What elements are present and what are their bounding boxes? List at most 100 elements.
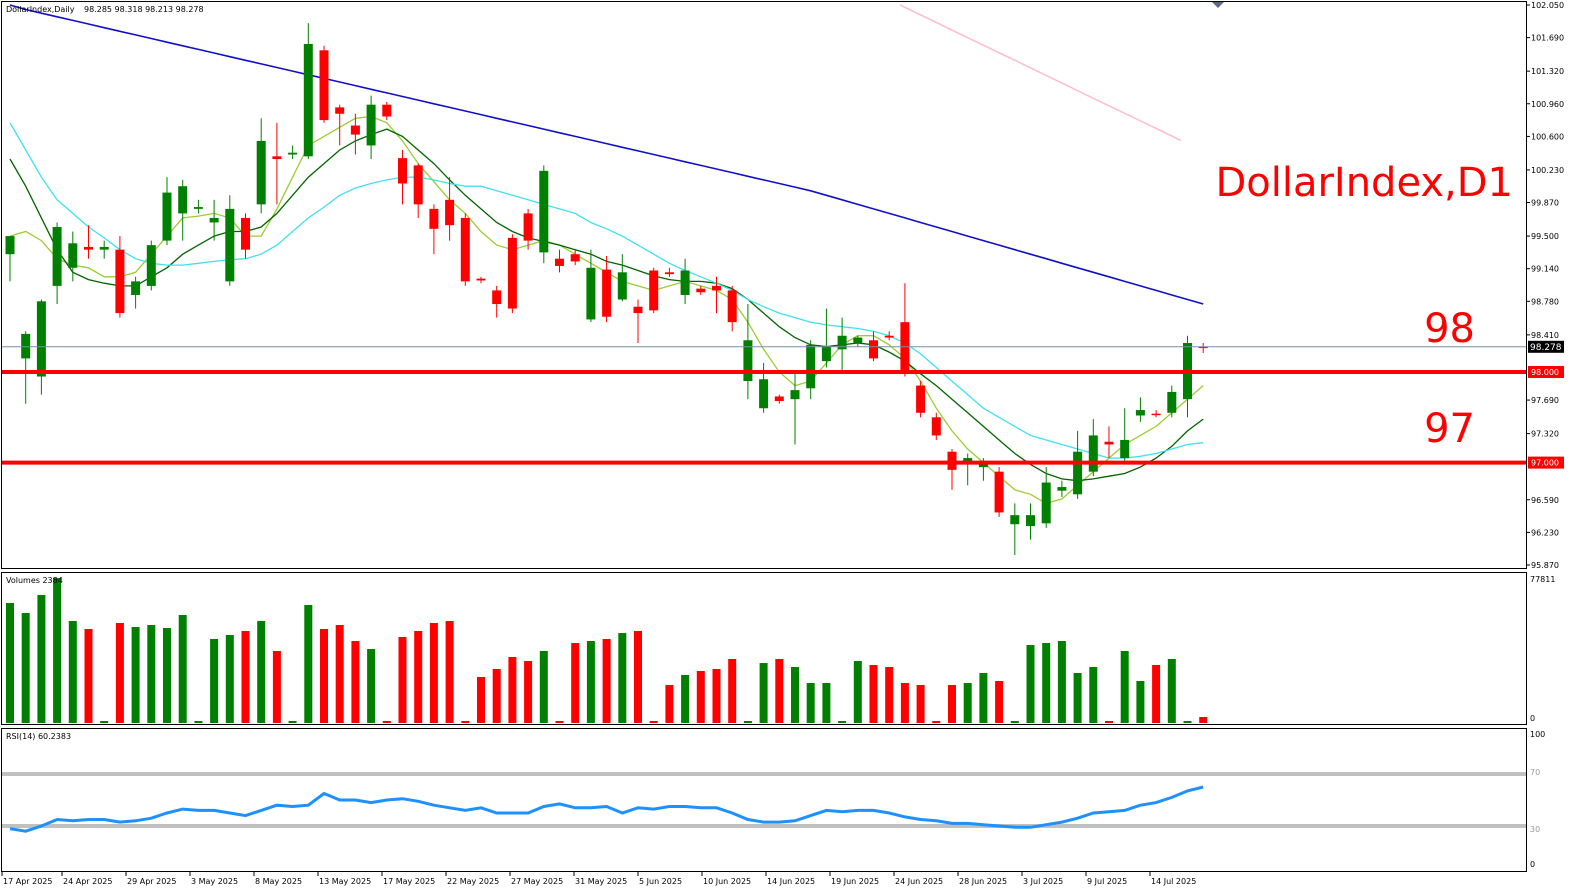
rsi-line xyxy=(9,785,1204,833)
rsi-panel-frame xyxy=(1,728,1527,872)
volume-bar xyxy=(367,649,376,723)
candle-body xyxy=(555,258,564,266)
horizontal-levels[interactable]: 98.000 97.000 xyxy=(2,365,1564,469)
candle xyxy=(382,101,392,121)
candle xyxy=(413,163,423,218)
candle xyxy=(288,145,298,160)
candle xyxy=(916,381,926,418)
volume-bar xyxy=(822,683,831,723)
chart-watermark: DollarIndex,D1 xyxy=(1215,160,1513,206)
ma-cyan-line xyxy=(9,122,1204,459)
date-tick-label: 22 May 2025 xyxy=(447,877,499,886)
candle xyxy=(193,199,203,214)
ma-blue-line xyxy=(9,4,1204,305)
date-tick-label: 5 Jun 2025 xyxy=(639,877,682,886)
candle-body xyxy=(680,270,690,295)
volume-bar xyxy=(178,615,187,723)
volume-bar xyxy=(916,685,925,723)
volume-bar xyxy=(649,721,658,723)
volume-bar xyxy=(555,721,564,723)
candle xyxy=(256,118,266,214)
rsi-tick-100: 100 xyxy=(1530,730,1545,739)
candle xyxy=(1151,410,1161,418)
candle-body xyxy=(759,379,769,409)
date-tick-label: 14 Jul 2025 xyxy=(1151,877,1196,886)
candle xyxy=(790,371,800,445)
candle xyxy=(162,177,172,246)
volume-bar xyxy=(1167,659,1176,723)
candle-body xyxy=(178,186,188,214)
candle-body xyxy=(1167,391,1177,413)
volume-bar xyxy=(791,667,799,723)
candle xyxy=(931,412,941,440)
candle-body xyxy=(1010,515,1020,525)
candle-body xyxy=(492,290,502,305)
candle xyxy=(99,240,109,259)
candle-body xyxy=(853,337,863,343)
candle xyxy=(429,204,439,255)
volume-bar xyxy=(508,657,517,723)
candle xyxy=(602,256,612,323)
volume-bar xyxy=(210,639,219,723)
volume-bar xyxy=(948,685,956,723)
candle-body xyxy=(570,254,580,262)
candle xyxy=(1010,503,1020,556)
candle-body xyxy=(1041,482,1051,524)
date-tick-label: 29 Apr 2025 xyxy=(127,877,176,886)
scroll-marker-icon[interactable] xyxy=(1212,2,1224,8)
candle-body xyxy=(916,385,926,413)
candle xyxy=(209,199,219,241)
candle xyxy=(1198,342,1208,353)
volume-bar xyxy=(351,641,360,723)
date-tick-label: 17 May 2025 xyxy=(383,877,435,886)
price-tick-label: 97.690 xyxy=(1531,396,1559,405)
rsi-plot xyxy=(2,772,1526,833)
candle-body xyxy=(900,322,910,374)
candle xyxy=(68,231,78,282)
candle xyxy=(398,149,407,205)
candle xyxy=(853,335,863,347)
volume-bar xyxy=(194,721,203,723)
volume-bar xyxy=(712,669,721,723)
rsi-tick-30: 30 xyxy=(1530,825,1540,834)
candle xyxy=(131,276,141,309)
candle xyxy=(539,165,549,264)
candle xyxy=(633,299,643,343)
candle-body xyxy=(994,471,1004,513)
level-label-98: 98 xyxy=(1424,306,1475,352)
candle xyxy=(84,225,93,259)
volume-bar xyxy=(1136,681,1145,723)
candle-body xyxy=(52,227,62,286)
price-tick-label: 100.960 xyxy=(1531,100,1564,109)
volume-bar xyxy=(618,633,627,723)
candle xyxy=(884,331,894,341)
volume-bars xyxy=(6,578,1208,723)
volume-bar xyxy=(1120,651,1129,723)
level-value-label: 98.000 xyxy=(1531,368,1559,377)
volume-bar xyxy=(775,659,784,723)
candle xyxy=(696,285,706,295)
candle xyxy=(178,179,188,241)
candle xyxy=(900,283,910,377)
volume-bar xyxy=(288,721,297,723)
candle-body xyxy=(696,288,706,293)
candle-body xyxy=(806,344,816,389)
candle-body xyxy=(288,152,298,155)
price-axis: 102.050 101.690 101.320 100.960 100.600 100.2… xyxy=(1526,1,1564,570)
volume-bar xyxy=(586,641,595,723)
candle-body xyxy=(617,272,627,300)
volume-bar xyxy=(696,671,705,723)
candle-body xyxy=(5,236,15,255)
candle xyxy=(994,467,1004,517)
candle-body xyxy=(931,417,941,436)
candle xyxy=(225,195,235,286)
candle xyxy=(869,331,878,362)
candle-body xyxy=(837,335,847,350)
price-tick-label: 98.410 xyxy=(1531,331,1559,340)
volume-bar xyxy=(445,621,454,723)
volume-bar xyxy=(68,621,77,723)
candle xyxy=(649,267,659,314)
volume-bar xyxy=(853,661,862,723)
volume-bar xyxy=(477,677,485,723)
